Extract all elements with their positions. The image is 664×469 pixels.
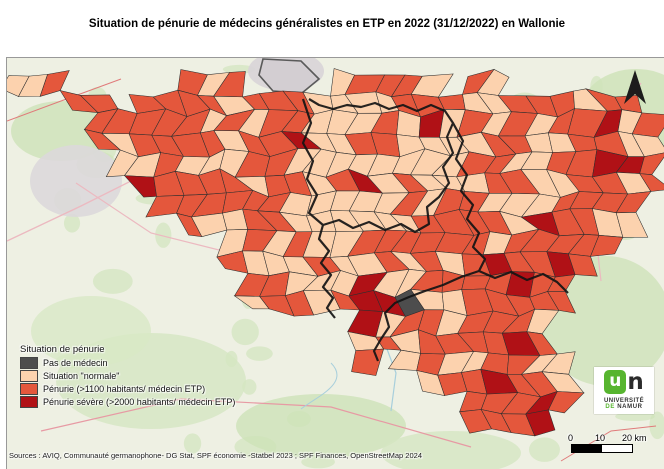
- unamur-logo-namur: NAMUR: [617, 404, 643, 410]
- legend-items: Pas de médecin Situation "normale" Pénurie…: [20, 357, 236, 408]
- legend-swatch-none: [20, 357, 38, 369]
- legend-label: Pénurie sévère (>2000 habitants/ médecin…: [43, 397, 236, 407]
- unamur-logo-line2: DE NAMUR: [594, 404, 654, 410]
- map-title: Situation de pénurie de médecins général…: [88, 18, 566, 30]
- urban-area-lille: [30, 145, 122, 217]
- scale-bar: 0 10 20 km: [567, 433, 647, 453]
- scale-tick-0: 0: [568, 433, 574, 443]
- title-bar: Situation de pénurie de médecins général…: [0, 0, 664, 57]
- unamur-logo-n-icon: n: [627, 369, 644, 395]
- sources-credit: Sources : AVIQ, Communauté germanophone-…: [9, 451, 422, 460]
- legend-swatch-shortage: [20, 383, 38, 395]
- unamur-logo-mark: u n: [594, 370, 654, 397]
- unamur-logo-line1: UNIVERSITÉ: [603, 398, 644, 404]
- legend-swatch-severe: [20, 396, 38, 408]
- legend: Situation de pénurie Pas de médecin Situa…: [20, 344, 236, 408]
- choropleth-communes[interactable]: [7, 68, 664, 437]
- commune-cell[interactable]: [590, 235, 624, 257]
- legend-label: Pénurie (>1100 habitants/ médecin ETP): [43, 384, 206, 394]
- legend-label: Pas de médecin: [43, 358, 108, 368]
- commune-cell[interactable]: [631, 133, 664, 157]
- commune-cell[interactable]: [547, 291, 576, 314]
- legend-item-none: Pas de médecin: [20, 357, 235, 369]
- legend-label: Situation "normale": [43, 371, 120, 381]
- scale-tick-20: 20 km: [622, 433, 647, 443]
- legend-item-severe: Pénurie sévère (>2000 habitants/ médecin…: [20, 396, 236, 408]
- legend-swatch-normal: [20, 370, 38, 382]
- scale-tick-10: 10: [595, 433, 606, 443]
- commune-cell[interactable]: [567, 253, 598, 277]
- university-namur-logo: u n UNIVERSITÉ DE NAMUR: [594, 367, 654, 414]
- legend-item-shortage: Pénurie (>1100 habitants/ médecin ETP): [20, 383, 235, 395]
- unamur-logo-de: DE: [605, 404, 615, 410]
- north-arrow-icon: [624, 70, 646, 104]
- map-viewport[interactable]: Situation de pénurie Pas de médecin Situa…: [6, 57, 664, 469]
- scale-bar-graphic: [571, 444, 633, 453]
- commune-cell[interactable]: [639, 173, 664, 192]
- commune-cell[interactable]: [525, 409, 556, 437]
- unamur-logo-u-icon: u: [604, 370, 627, 394]
- commune-cell[interactable]: [547, 391, 585, 414]
- river-semois: [300, 362, 338, 410]
- commune-cell[interactable]: [615, 212, 649, 238]
- province-boundaries: [301, 98, 569, 362]
- wallonia-choropleth-map[interactable]: [7, 58, 664, 469]
- legend-item-normal: Situation "normale": [20, 370, 235, 382]
- legend-title: Situation de pénurie: [20, 344, 105, 355]
